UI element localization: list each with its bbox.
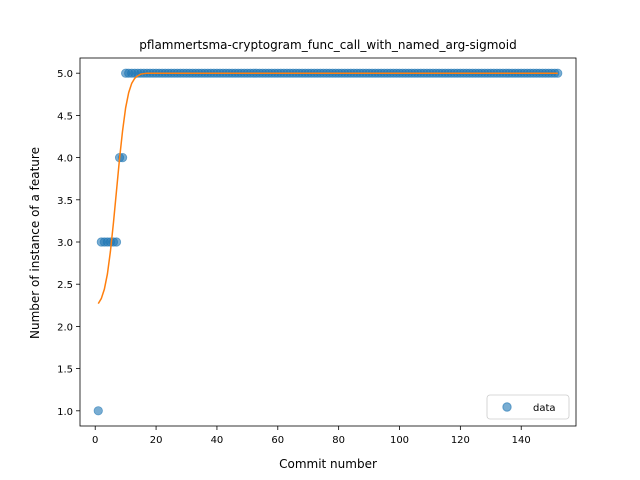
x-tick-label: 0 [92,435,98,446]
y-axis-label: Number of instance of a feature [28,147,42,339]
x-tick-label: 40 [211,435,224,446]
y-tick-label: 3.0 [57,238,73,249]
data-point [93,406,103,416]
x-tick-label: 80 [332,435,345,446]
x-tick-label: 100 [390,435,409,446]
chart-title: pflammertsma-cryptogram_func_call_with_n… [139,38,516,52]
series-data [93,68,563,416]
y-tick-label: 2.5 [57,280,73,291]
x-tick-label: 20 [150,435,163,446]
x-tick-label: 60 [271,435,284,446]
legend-marker [502,402,512,412]
fit-line [97,72,558,304]
axes-frame [79,57,577,427]
y-tick-label: 3.5 [57,196,73,207]
x-axis-label: Commit number [279,457,377,471]
plot-area: 0 20 40 60 80 100 120 140 1.0 1.5 2.0 2.5 3.0 3.5 4.0 4… [57,57,577,446]
legend: data [486,394,570,420]
y-tick-label: 4.5 [57,111,73,122]
legend-box [486,394,570,420]
x-tick-label: 140 [512,435,531,446]
y-tick-label: 2.0 [57,322,73,333]
y-tick-label: 4.0 [57,154,73,165]
plot-background [80,58,576,426]
y-tick-label: 1.5 [57,365,73,376]
y-tick-label: 1.0 [57,407,73,418]
x-tick-label: 120 [451,435,470,446]
data-point [111,237,122,247]
legend-label: data [533,403,556,414]
y-tick-label: 5.0 [57,69,73,80]
